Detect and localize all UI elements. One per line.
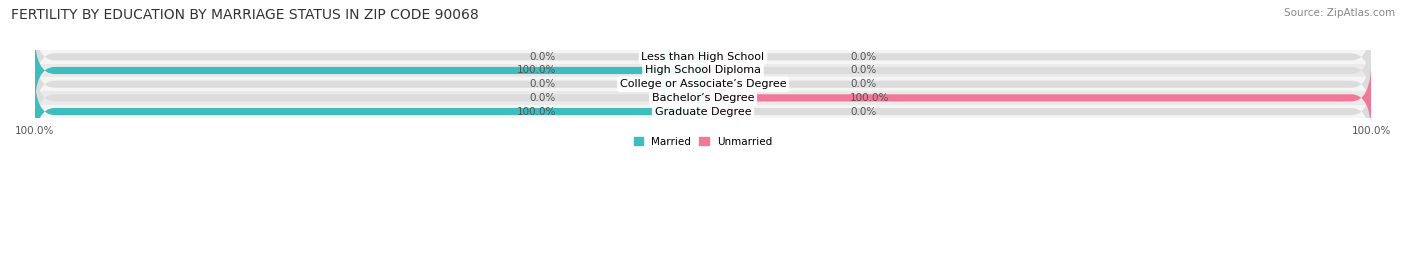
Text: FERTILITY BY EDUCATION BY MARRIAGE STATUS IN ZIP CODE 90068: FERTILITY BY EDUCATION BY MARRIAGE STATU… <box>11 8 479 22</box>
Legend: Married, Unmarried: Married, Unmarried <box>630 132 776 151</box>
Bar <box>35 50 1371 64</box>
FancyBboxPatch shape <box>703 47 744 122</box>
Text: 100.0%: 100.0% <box>851 93 890 103</box>
FancyBboxPatch shape <box>35 19 703 94</box>
Bar <box>35 64 1371 77</box>
FancyBboxPatch shape <box>703 47 1371 122</box>
Text: Less than High School: Less than High School <box>641 52 765 62</box>
Text: Source: ZipAtlas.com: Source: ZipAtlas.com <box>1284 8 1395 18</box>
FancyBboxPatch shape <box>35 33 703 108</box>
Text: 0.0%: 0.0% <box>851 65 876 76</box>
Text: Bachelor’s Degree: Bachelor’s Degree <box>652 93 754 103</box>
FancyBboxPatch shape <box>703 74 1371 149</box>
FancyBboxPatch shape <box>35 74 703 149</box>
Text: 0.0%: 0.0% <box>851 52 876 62</box>
Text: Graduate Degree: Graduate Degree <box>655 107 751 116</box>
Text: 0.0%: 0.0% <box>530 79 555 89</box>
FancyBboxPatch shape <box>35 74 703 149</box>
FancyBboxPatch shape <box>35 47 703 122</box>
Text: 0.0%: 0.0% <box>851 107 876 116</box>
Text: 0.0%: 0.0% <box>530 52 555 62</box>
Text: 100.0%: 100.0% <box>516 65 555 76</box>
FancyBboxPatch shape <box>703 19 1371 94</box>
Text: 0.0%: 0.0% <box>851 79 876 89</box>
FancyBboxPatch shape <box>35 33 703 108</box>
FancyBboxPatch shape <box>662 19 703 94</box>
Text: High School Diploma: High School Diploma <box>645 65 761 76</box>
FancyBboxPatch shape <box>703 74 744 149</box>
FancyBboxPatch shape <box>703 33 744 108</box>
FancyBboxPatch shape <box>35 60 703 135</box>
FancyBboxPatch shape <box>703 60 1371 135</box>
Bar <box>35 105 1371 118</box>
Text: College or Associate’s Degree: College or Associate’s Degree <box>620 79 786 89</box>
FancyBboxPatch shape <box>703 19 744 94</box>
Text: 100.0%: 100.0% <box>516 107 555 116</box>
Bar <box>35 77 1371 91</box>
Bar <box>35 91 1371 105</box>
FancyBboxPatch shape <box>703 33 1371 108</box>
Text: 0.0%: 0.0% <box>530 93 555 103</box>
FancyBboxPatch shape <box>703 60 1371 135</box>
FancyBboxPatch shape <box>662 47 703 122</box>
FancyBboxPatch shape <box>662 60 703 135</box>
